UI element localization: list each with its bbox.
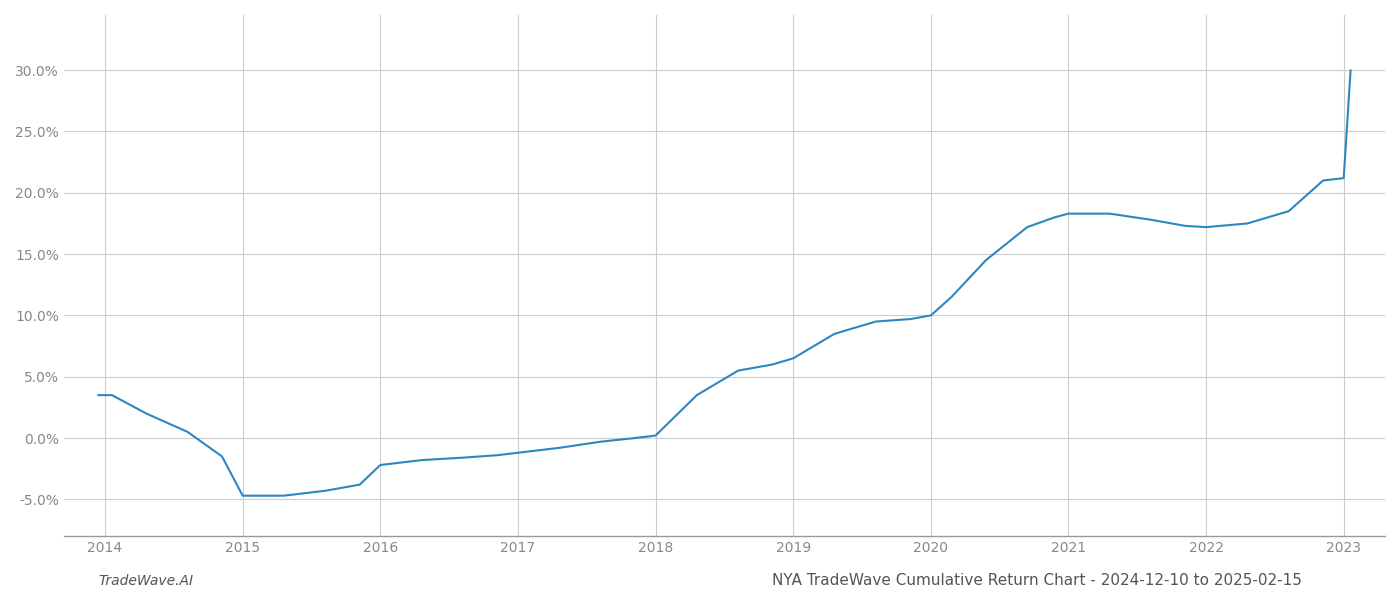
Text: TradeWave.AI: TradeWave.AI — [98, 574, 193, 588]
Text: NYA TradeWave Cumulative Return Chart - 2024-12-10 to 2025-02-15: NYA TradeWave Cumulative Return Chart - … — [773, 573, 1302, 588]
